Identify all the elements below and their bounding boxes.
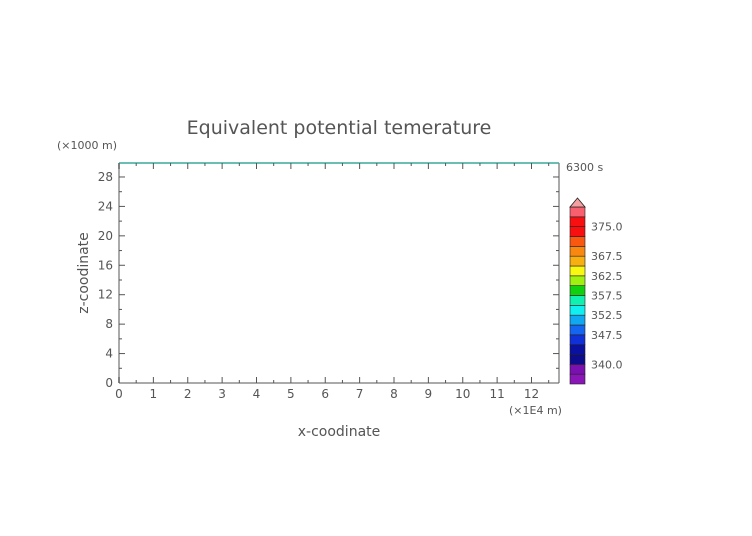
x-tick-label: 11 <box>489 387 504 401</box>
x-tick-label: 5 <box>287 387 295 401</box>
colorbar-band <box>569 314 586 326</box>
colorbar-band <box>569 364 586 375</box>
chart-title: Equivalent potential temerature <box>187 117 492 139</box>
x-tick-label: 7 <box>356 387 364 401</box>
x-tick-label: 8 <box>390 387 398 401</box>
colorbar-band <box>569 216 586 227</box>
colorbar-band <box>569 275 586 286</box>
x-tick-label: 9 <box>425 387 433 401</box>
x-tick-label: 3 <box>218 387 226 401</box>
colorbar-band <box>569 305 586 316</box>
time-label: 6300 s <box>566 161 603 174</box>
colorbar-label: 375.0 <box>591 221 623 234</box>
y-tick-label: 0 <box>105 376 113 390</box>
colorbar-band <box>569 255 586 267</box>
x-unit-label: (×1E4 m) <box>509 404 562 417</box>
colorbar-band <box>569 344 586 355</box>
y-axis-label: z-coodinate <box>76 232 92 314</box>
colorbar-label: 367.5 <box>591 250 623 263</box>
colorbar-label: 340.0 <box>591 358 623 371</box>
colorbar-band <box>569 334 586 345</box>
colorbar-label: 357.5 <box>591 290 623 303</box>
y-tick-label: 8 <box>105 317 113 331</box>
y-tick-label: 20 <box>98 229 113 243</box>
x-axis-label: x-coodinate <box>298 424 381 440</box>
x-tick-label: 10 <box>455 387 470 401</box>
x-tick-label: 4 <box>253 387 261 401</box>
y-tick-label: 24 <box>98 199 113 213</box>
x-tick-label: 2 <box>184 387 192 401</box>
colorbar-band <box>569 236 586 247</box>
x-tick-label: 6 <box>321 387 329 401</box>
colorbar-band <box>569 226 586 237</box>
colorbar-band <box>569 324 586 336</box>
colorbar-band <box>569 285 586 296</box>
colorbar-label: 347.5 <box>591 329 623 342</box>
colorbar-label: 352.5 <box>591 309 623 322</box>
colorbar-band <box>569 206 586 218</box>
y-tick-label: 4 <box>105 347 113 361</box>
colorbar-label: 362.5 <box>591 270 623 283</box>
colorbar-band <box>569 373 586 385</box>
y-tick-label: 12 <box>98 288 113 302</box>
x-tick-label: 1 <box>150 387 158 401</box>
colorbar-band <box>569 246 586 257</box>
colorbar-extend-triangle <box>569 197 586 208</box>
y-unit-label: (×1000 m) <box>57 139 117 152</box>
y-tick-label: 16 <box>98 258 113 272</box>
colorbar-band <box>569 265 586 277</box>
x-tick-label: 12 <box>524 387 539 401</box>
x-tick-label: 0 <box>115 387 123 401</box>
y-tick-label: 28 <box>98 170 113 184</box>
colorbar-band <box>569 354 586 365</box>
colorbar-band <box>569 295 586 306</box>
